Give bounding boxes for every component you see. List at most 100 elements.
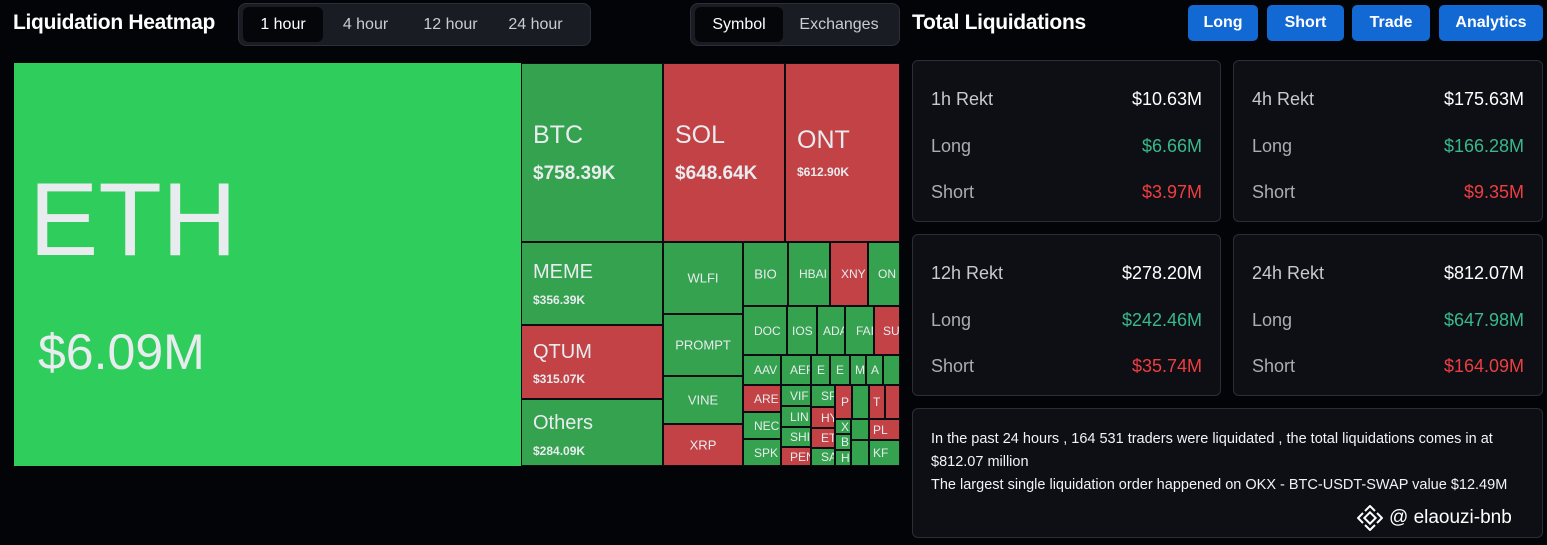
tile-symbol: E [836, 363, 845, 377]
card-title: 12h Rekt [931, 263, 1004, 283]
tile-b[interactable]: B [835, 434, 851, 450]
tile-qtum[interactable]: QTUM $315.07K [521, 325, 663, 399]
tile-vine[interactable]: VINE [663, 376, 743, 424]
short-label: Short [1252, 356, 1296, 376]
tile-hbar[interactable]: HBAI [788, 242, 830, 306]
tile-sp[interactable]: SP [811, 385, 835, 407]
tile-symbol: LIN [790, 409, 809, 424]
long-label: Long [1252, 136, 1293, 156]
tile-e1[interactable]: E [811, 355, 830, 385]
short-amount: $164.09M [1443, 356, 1524, 376]
tile-a[interactable]: A [866, 355, 883, 385]
long-amount: $647.98M [1443, 310, 1524, 330]
card-total: $10.63M [1131, 89, 1202, 109]
tile-pen[interactable]: PEN [781, 447, 811, 466]
tile-others[interactable]: Others $284.09K [521, 399, 663, 466]
tile-symbol: WLFI [687, 270, 719, 286]
tile-symbol: SPK [754, 445, 779, 460]
tile-symbol: SP [821, 389, 834, 403]
tile-symbol: AAV [754, 363, 778, 377]
tile-g3[interactable] [851, 440, 869, 466]
tile-spk[interactable]: SPK [743, 439, 781, 466]
tile-ont[interactable]: ONT $612.90K [785, 63, 900, 242]
watermark-text: @ elaouzi-bnb [1389, 507, 1512, 528]
tile-prompt[interactable]: PROMPT [663, 314, 743, 376]
tile-sa[interactable]: SA [811, 448, 835, 466]
tile-symbol: XRP [689, 437, 717, 453]
tab-12-hour[interactable]: 12 hour [423, 15, 478, 33]
tile-g1[interactable] [852, 385, 869, 419]
tile-g2[interactable] [851, 419, 869, 440]
tile-vir[interactable]: VIF [781, 385, 811, 406]
summary-largest-order: The largest single liquidation order hap… [931, 477, 1508, 493]
tab-symbol[interactable]: Symbol [695, 7, 783, 42]
tile-xrp[interactable]: XRP [663, 424, 743, 466]
analytics-button[interactable]: Analytics [1439, 5, 1543, 41]
short-button[interactable]: Short [1267, 5, 1344, 41]
long-amount: $242.46M [1121, 310, 1202, 330]
tile-unlabeled[interactable] [883, 355, 900, 385]
watermark: @ elaouzi-bnb [1357, 505, 1512, 531]
tile-symbol: SOL [675, 121, 726, 149]
tile-wlfi[interactable]: WLFI [663, 242, 743, 314]
short-label: Short [1252, 182, 1296, 202]
card-total: $278.20M [1121, 263, 1202, 283]
tile-symbol: B [841, 435, 850, 449]
summary-traders-liquidated: In the past 24 hours , 164 531 traders w… [931, 431, 1493, 470]
tile-shi[interactable]: SHI [781, 427, 811, 447]
tile-kf[interactable]: KF [869, 440, 900, 466]
tile-eth[interactable]: ETH $6.09M [14, 63, 521, 466]
short-label: Short [931, 356, 975, 376]
tab-24-hour[interactable]: 24 hour [508, 15, 563, 33]
tile-symbol: VINE [687, 392, 719, 408]
tile-p[interactable]: P [835, 385, 852, 419]
trade-button[interactable]: Trade [1352, 5, 1430, 41]
tile-pl[interactable]: PL [869, 419, 900, 440]
tile-on[interactable]: ON [868, 242, 900, 306]
total-liquidations-title: Total Liquidations [912, 11, 1086, 34]
tile-hy[interactable]: HY [811, 407, 835, 428]
tile-value: $648.64K [675, 163, 758, 184]
tile-neo[interactable]: NEC [743, 412, 781, 439]
tile-symbol: H [841, 451, 850, 465]
tab-4-hour[interactable]: 4 hour [342, 15, 389, 33]
tile-e2[interactable]: E [830, 355, 850, 385]
liquidation-heatmap: ETH $6.09M BTC $758.39K SOL $648.64K ONT… [14, 63, 900, 466]
tile-xny[interactable]: XNY [830, 242, 868, 306]
tile-value: $315.07K [533, 372, 586, 386]
card-12h-rekt: 12h Rekt $278.20M Long $242.46M Short $35.7… [912, 234, 1221, 396]
tile-symbol: SU [883, 323, 900, 338]
tile-ios[interactable]: IOS [787, 306, 817, 355]
tile-symbol: ET [821, 431, 835, 445]
tile-btc[interactable]: BTC $758.39K [521, 63, 663, 242]
tile-meme[interactable]: MEME $356.39K [521, 242, 663, 325]
tab-1-hour[interactable]: 1 hour [243, 7, 323, 42]
tile-ada[interactable]: ADA [817, 306, 845, 355]
tab-exchanges[interactable]: Exchanges [799, 15, 879, 33]
long-label: Long [1252, 310, 1293, 330]
tile-value: $6.09M [38, 324, 205, 380]
tile-h[interactable]: H [835, 450, 851, 466]
tile-fa[interactable]: FAI [845, 306, 874, 355]
tile-symbol: KF [873, 446, 889, 460]
tile-aer[interactable]: AEF [781, 355, 811, 385]
tile-symbol: ARE [754, 391, 779, 406]
tile-symbol: MEME [533, 261, 593, 283]
tile-symbol: NEC [754, 418, 780, 433]
tile-su[interactable]: SU [874, 306, 900, 355]
long-button[interactable]: Long [1188, 5, 1258, 41]
timeframe-selector: 1 hour 4 hour 12 hour 24 hour [238, 3, 591, 46]
tile-sol[interactable]: SOL $648.64K [663, 63, 785, 242]
card-total: $812.07M [1443, 263, 1524, 283]
tile-lin[interactable]: LIN [781, 406, 811, 427]
tile-are[interactable]: ARE [743, 385, 781, 412]
tile-m[interactable]: M [850, 355, 866, 385]
tile-r2[interactable] [885, 385, 900, 419]
tile-doc[interactable]: DOC [743, 306, 787, 355]
tile-x[interactable]: X [835, 419, 851, 434]
tile-bio[interactable]: BIO [743, 242, 788, 306]
tile-t[interactable]: T [869, 385, 885, 419]
tile-symbol: ADA [823, 323, 844, 338]
tile-aav[interactable]: AAV [743, 355, 781, 385]
tile-et[interactable]: ET [811, 428, 835, 448]
